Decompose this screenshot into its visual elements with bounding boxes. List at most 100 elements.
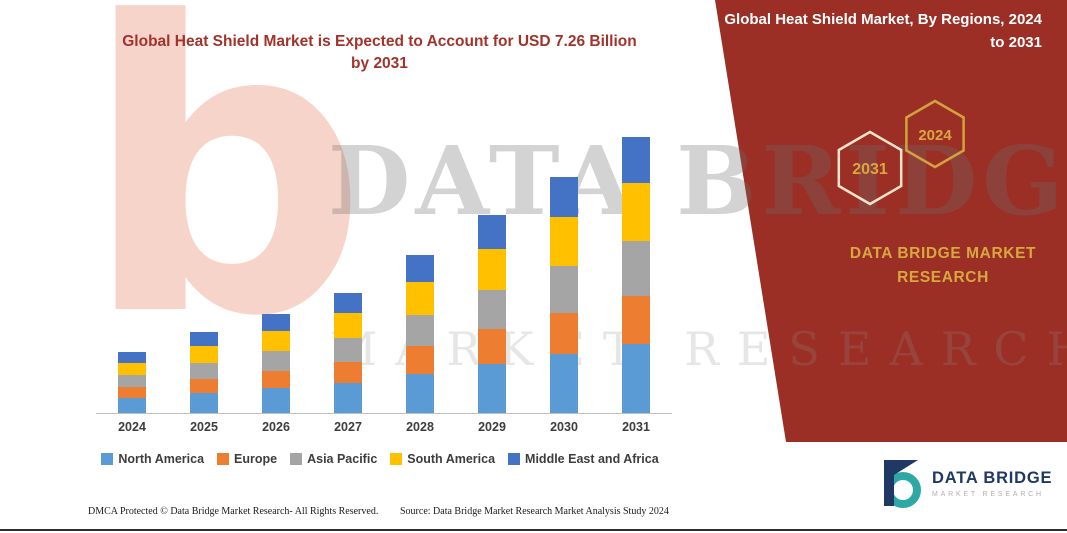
hexagon-2031-shape — [837, 130, 903, 206]
segment-2028-north-america — [406, 373, 434, 413]
segment-2030-north-america — [550, 354, 578, 413]
segment-2031-north-america — [622, 343, 650, 413]
legend-swatch-middle-east-and-africa — [508, 453, 521, 465]
segment-2025-south-america — [190, 345, 218, 363]
segment-2027-middle-east-and-africa — [334, 293, 362, 314]
segment-2028-europe — [406, 346, 434, 374]
logo-subtitle: MARKET RESEARCH — [932, 490, 1044, 498]
hexagon-badges: 2031 2024 — [837, 99, 965, 206]
stacked-bar-2026 — [262, 314, 290, 413]
segment-2031-europe — [622, 296, 650, 344]
legend-label-asia-pacific: Asia Pacific — [307, 452, 378, 466]
x-label-2026: 2026 — [262, 420, 290, 434]
segment-2024-middle-east-and-africa — [118, 352, 146, 363]
hexagon-2024-shape — [905, 99, 965, 169]
segment-2029-asia-pacific — [478, 289, 506, 330]
segment-2026-asia-pacific — [262, 351, 290, 372]
brand-gold-text: DATA BRIDGE MARKET RESEARCH — [828, 242, 1058, 290]
x-label-2024: 2024 — [118, 420, 146, 434]
x-axis-labels: 2024 2025 2026 2027 2028 2029 2030 2031 — [96, 420, 672, 434]
brand-gold-line2: RESEARCH — [897, 269, 989, 287]
segment-2030-europe — [550, 313, 578, 355]
databridge-logo-icon — [884, 460, 921, 508]
legend-item-south-america: South America — [390, 452, 495, 466]
segment-2024-europe — [118, 387, 146, 398]
legend-item-middle-east-and-africa: Middle East and Africa — [508, 452, 659, 466]
segment-2029-europe — [478, 329, 506, 364]
banner-title: Global Heat Shield Market, By Regions, 2… — [724, 11, 1042, 51]
x-label-2025: 2025 — [190, 420, 218, 434]
x-label-2028: 2028 — [406, 420, 434, 434]
databridge-logo-text: DATA BRIDGE MARKET RESEARCH — [932, 469, 1052, 498]
stacked-bar-2030 — [550, 177, 578, 413]
watermark-logo-b-icon: b — [82, 0, 369, 404]
bar-slot-2024 — [96, 118, 168, 413]
segment-2026-north-america — [262, 388, 290, 413]
segment-2026-middle-east-and-africa — [262, 314, 290, 331]
segment-2027-asia-pacific — [334, 338, 362, 363]
legend-label-north-america: North America — [118, 452, 205, 466]
segment-2029-middle-east-and-africa — [478, 215, 506, 249]
segment-2030-south-america — [550, 216, 578, 267]
segment-2029-north-america — [478, 363, 506, 413]
stacked-bar-2025 — [190, 332, 218, 413]
legend-label-south-america: South America — [407, 452, 496, 466]
legend-label-europe: Europe — [234, 452, 278, 466]
brand-gold-line1: DATA BRIDGE MARKET — [849, 245, 1037, 262]
segment-2031-asia-pacific — [622, 241, 650, 297]
segment-2027-europe — [334, 362, 362, 383]
legend-swatch-europe — [217, 453, 230, 465]
segment-2024-north-america — [118, 397, 146, 413]
x-label-2027: 2027 — [334, 420, 362, 434]
bar-slot-2030 — [528, 118, 600, 413]
watermark-marketresearch-text: MARKET RESEARCH — [330, 322, 1067, 376]
source-note: Source: Data Bridge Market Research Mark… — [400, 506, 669, 517]
segment-2024-asia-pacific — [118, 375, 146, 388]
segment-2029-south-america — [478, 248, 506, 290]
chart-title: Global Heat Shield Market is Expected to… — [122, 33, 637, 73]
segment-2025-middle-east-and-africa — [190, 332, 218, 346]
databridge-logo: DATA BRIDGE MARKET RESEARCH — [878, 456, 1052, 510]
logo-name: DATA BRIDGE — [932, 468, 1053, 487]
legend-swatch-south-america — [390, 453, 403, 465]
watermark-databridge-text: DATA BRIDGE — [328, 126, 1067, 237]
segment-2027-north-america — [334, 383, 362, 413]
stacked-bar-2024 — [118, 352, 146, 413]
legend-swatch-asia-pacific — [290, 453, 303, 465]
legend-item-europe: Europe — [217, 452, 277, 466]
bar-plot — [96, 118, 672, 414]
x-label-2030: 2030 — [550, 420, 578, 434]
bar-slot-2028 — [384, 118, 456, 413]
segment-2025-north-america — [190, 392, 218, 413]
segment-2031-south-america — [622, 183, 650, 242]
legend-item-asia-pacific: Asia Pacific — [290, 452, 377, 466]
segment-2028-middle-east-and-africa — [406, 254, 434, 282]
bar-slot-2031 — [600, 118, 672, 413]
segment-2024-south-america — [118, 362, 146, 376]
x-label-2031: 2031 — [622, 420, 650, 434]
segment-2027-south-america — [334, 313, 362, 339]
stacked-bar-2027 — [334, 293, 362, 413]
segment-2030-asia-pacific — [550, 266, 578, 314]
segment-2026-south-america — [262, 330, 290, 352]
legend-item-north-america: North America — [101, 452, 204, 466]
stacked-bar-2029 — [478, 215, 506, 413]
x-label-2029: 2029 — [478, 420, 506, 434]
bar-slot-2026 — [240, 118, 312, 413]
segment-2030-middle-east-and-africa — [550, 177, 578, 217]
stacked-bar-2028 — [406, 254, 434, 413]
stacked-bar-2031 — [622, 137, 650, 413]
bar-slot-2027 — [312, 118, 384, 413]
segment-2026-europe — [262, 371, 290, 389]
segment-2028-south-america — [406, 281, 434, 315]
segment-2031-middle-east-and-africa — [622, 137, 650, 184]
segment-2025-asia-pacific — [190, 362, 218, 379]
bar-slot-2029 — [456, 118, 528, 413]
hexagon-2031-label: 2031 — [852, 161, 888, 178]
dmca-notice: DMCA Protected © Data Bridge Market Rese… — [88, 506, 379, 517]
bottom-border-line — [0, 529, 1067, 531]
hexagon-2024-label: 2024 — [918, 127, 952, 144]
segment-2028-asia-pacific — [406, 314, 434, 347]
bar-slot-2025 — [168, 118, 240, 413]
